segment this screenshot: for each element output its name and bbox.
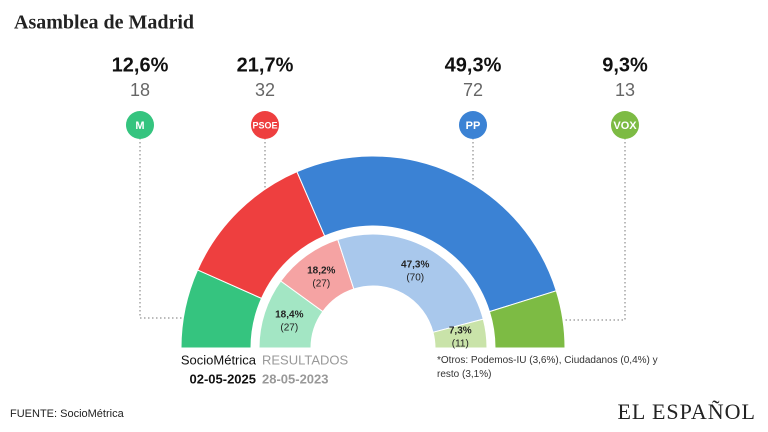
party-logo — [126, 111, 154, 139]
percent-label: 9,3% — [602, 54, 648, 76]
result-label: 47,3% — [401, 259, 429, 270]
seat-label: 13 — [615, 80, 635, 100]
series-date: 02-05-2025 — [190, 371, 257, 386]
percent-label: 49,3% — [445, 54, 502, 76]
party-logo — [459, 111, 487, 139]
seat-label: 18 — [130, 80, 150, 100]
seat-label: (70) — [406, 272, 424, 283]
series-name: RESULTADOS — [262, 352, 349, 367]
chart-title: Asamblea de Madrid — [14, 12, 194, 34]
source: FUENTE: SocioMétrica — [10, 408, 125, 420]
brand: EL ESPAÑOL — [617, 399, 756, 424]
leader-line — [139, 138, 215, 319]
seat-label: 32 — [255, 80, 275, 100]
seat-arc — [337, 233, 484, 333]
party-logo — [251, 111, 279, 139]
result-label: 7,3% — [449, 325, 472, 336]
seat-arc — [432, 318, 488, 349]
note: *Otros: Podemos-IU (3,6%), Ciudadanos (0… — [437, 355, 658, 380]
party-logo-text: PSOE — [252, 120, 277, 130]
seat-arc — [296, 155, 557, 313]
percent-label: 21,7% — [237, 54, 294, 76]
series-name: SocioMétrica — [181, 352, 257, 367]
party-logo-text: VOX — [613, 120, 637, 132]
party-logo — [611, 111, 639, 139]
seat-label: (27) — [312, 278, 330, 289]
party-logo-text: M — [135, 120, 144, 132]
result-label: 18,4% — [275, 309, 303, 320]
series-date: 28-05-2023 — [262, 371, 329, 386]
seat-arc — [488, 290, 566, 349]
result-label: 18,2% — [307, 265, 335, 276]
leader-line — [535, 138, 626, 321]
party-logo-text: PP — [466, 120, 481, 132]
seat-label: (11) — [452, 338, 469, 349]
seat-label: 72 — [463, 80, 483, 100]
seat-label: (27) — [280, 322, 298, 333]
percent-label: 12,6% — [112, 54, 169, 76]
